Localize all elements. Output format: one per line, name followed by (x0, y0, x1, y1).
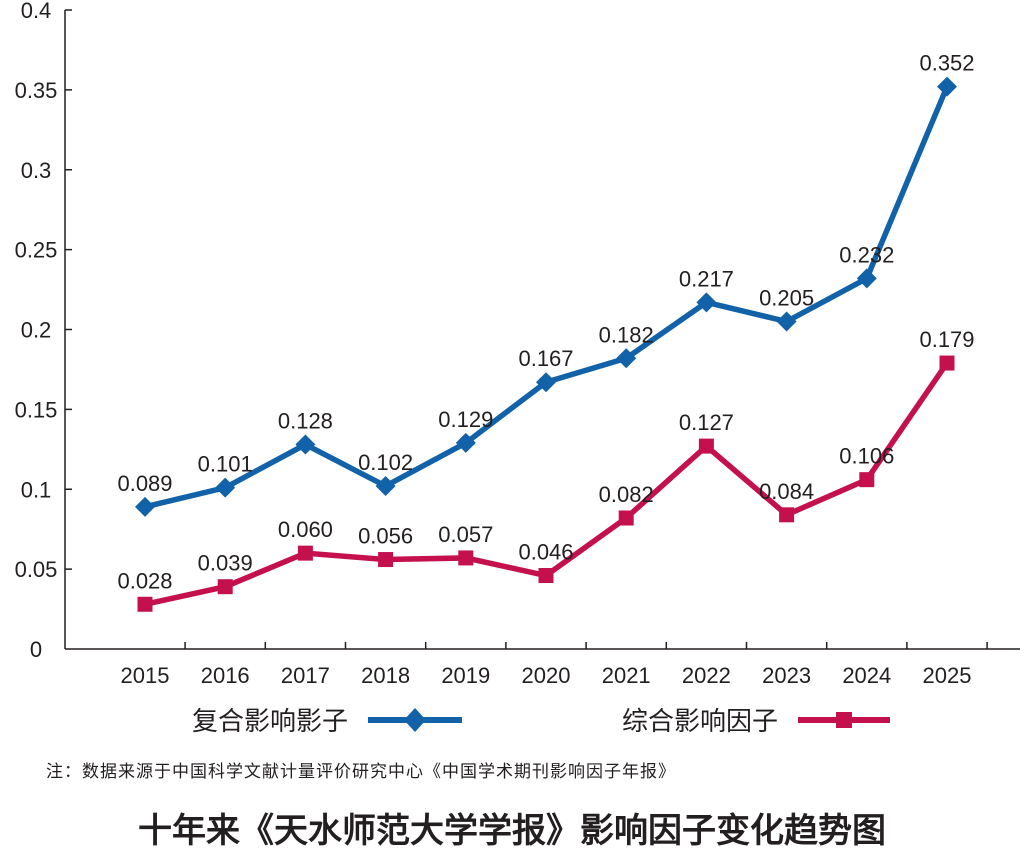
x-tick-label: 2025 (923, 663, 972, 688)
legend: 复合影响影子 综合影响因子 (192, 707, 890, 737)
series-composite-impact: 0.089 0.101 0.128 0.102 0.129 0.167 0.182 0.217… (117, 51, 975, 517)
data-label: 0.106 (839, 444, 894, 469)
x-tick-label: 2016 (201, 663, 250, 688)
data-point-square (939, 355, 955, 371)
x-tick-label: 2015 (121, 663, 170, 688)
y-tick-label: 0.15 (15, 397, 58, 422)
data-label: 0.129 (438, 407, 493, 432)
data-point-square (217, 579, 233, 595)
data-label: 0.205 (759, 286, 814, 311)
x-tick-label: 2024 (842, 663, 891, 688)
data-point-diamond (215, 477, 236, 498)
data-label: 0.232 (839, 242, 894, 267)
data-label: 0.179 (919, 327, 974, 352)
data-label: 0.167 (518, 346, 573, 371)
data-point-diamond (536, 372, 556, 393)
data-label: 0.182 (599, 322, 654, 347)
legend-item: 综合影响因子 (622, 707, 890, 737)
x-tick-label: 2017 (281, 663, 330, 688)
data-label: 0.046 (518, 540, 573, 565)
data-label: 0.057 (438, 522, 493, 547)
data-point-square (698, 438, 714, 454)
x-tick-label: 2020 (522, 663, 571, 688)
y-tick-label: 0.1 (21, 477, 52, 502)
x-tick-label: 2022 (682, 663, 731, 688)
data-point-square (618, 510, 634, 526)
data-label: 0.089 (117, 471, 172, 496)
legend-item: 复合影响影子 (192, 707, 462, 737)
data-label: 0.056 (358, 524, 413, 549)
legend-square-icon (836, 712, 852, 728)
series-line (144, 85, 950, 510)
data-label: 0.084 (759, 479, 814, 504)
line-chart: 00.050.10.150.20.250.30.350.4 2015 2016 20… (15, 0, 1020, 737)
data-label: 0.060 (278, 517, 333, 542)
data-label: 0.217 (679, 266, 734, 291)
chart-title: 十年来《天水师范大学学报》影响因子变化趋势图 (138, 811, 886, 851)
data-point-diamond (295, 434, 316, 455)
data-label: 0.127 (679, 410, 734, 435)
data-point-diamond (455, 432, 476, 453)
y-tick-label: 0.4 (21, 0, 52, 23)
data-point-square (137, 596, 153, 612)
data-point-diamond (135, 496, 155, 517)
y-tick-label: 0.35 (15, 78, 58, 103)
y-tick-label: 0.3 (21, 158, 52, 183)
y-tick-label: 0.25 (15, 238, 58, 263)
x-tick-label: 2023 (762, 663, 811, 688)
x-tick-label: 2021 (602, 663, 651, 688)
data-source-note: 注：数据来源于中国科学文献计量评价研究中心《中国学术期刊影响因子年报》 (46, 762, 676, 782)
data-label: 0.352 (919, 51, 974, 76)
data-point-square (779, 507, 795, 523)
data-label: 0.082 (599, 482, 654, 507)
data-label: 0.102 (358, 450, 413, 475)
data-point-diamond (375, 476, 396, 497)
x-axis-ticks: 2015 2016 2017 2018 2019 2020 2021 2022 2023 2024… (121, 642, 988, 688)
x-tick-label: 2018 (361, 663, 410, 688)
y-tick-label: 0.05 (15, 557, 58, 582)
legend-label: 复合影响影子 (192, 707, 348, 737)
data-point-square (458, 550, 474, 566)
data-label: 0.028 (117, 568, 172, 593)
x-tick-label: 2019 (441, 663, 490, 688)
data-point-diamond (856, 268, 877, 289)
data-point-diamond (696, 292, 717, 313)
legend-diamond-icon (404, 708, 426, 732)
data-label: 0.128 (278, 409, 333, 434)
data-point-diamond (776, 311, 797, 332)
data-point-square (859, 472, 875, 488)
y-tick-label: 0.2 (21, 318, 52, 343)
y-tick-label: 0 (30, 637, 42, 662)
series-comprehensive-impact: 0.028 0.039 0.060 0.056 0.057 0.046 0.082 0.127… (117, 327, 975, 612)
data-label: 0.039 (198, 551, 253, 576)
data-point-square (378, 552, 394, 568)
data-label: 0.101 (198, 452, 253, 477)
data-point-diamond (937, 76, 957, 97)
legend-label: 综合影响因子 (622, 707, 778, 737)
data-point-diamond (616, 348, 637, 369)
data-point-square (297, 545, 313, 561)
y-axis-ticks: 0 0.05 0.1 0.15 0.2 0.25 0.3 0.35 0.4 (15, 0, 72, 662)
series-group: 0.089 0.101 0.128 0.102 0.129 0.167 0.182 0.217… (117, 51, 975, 612)
data-point-square (538, 568, 554, 584)
